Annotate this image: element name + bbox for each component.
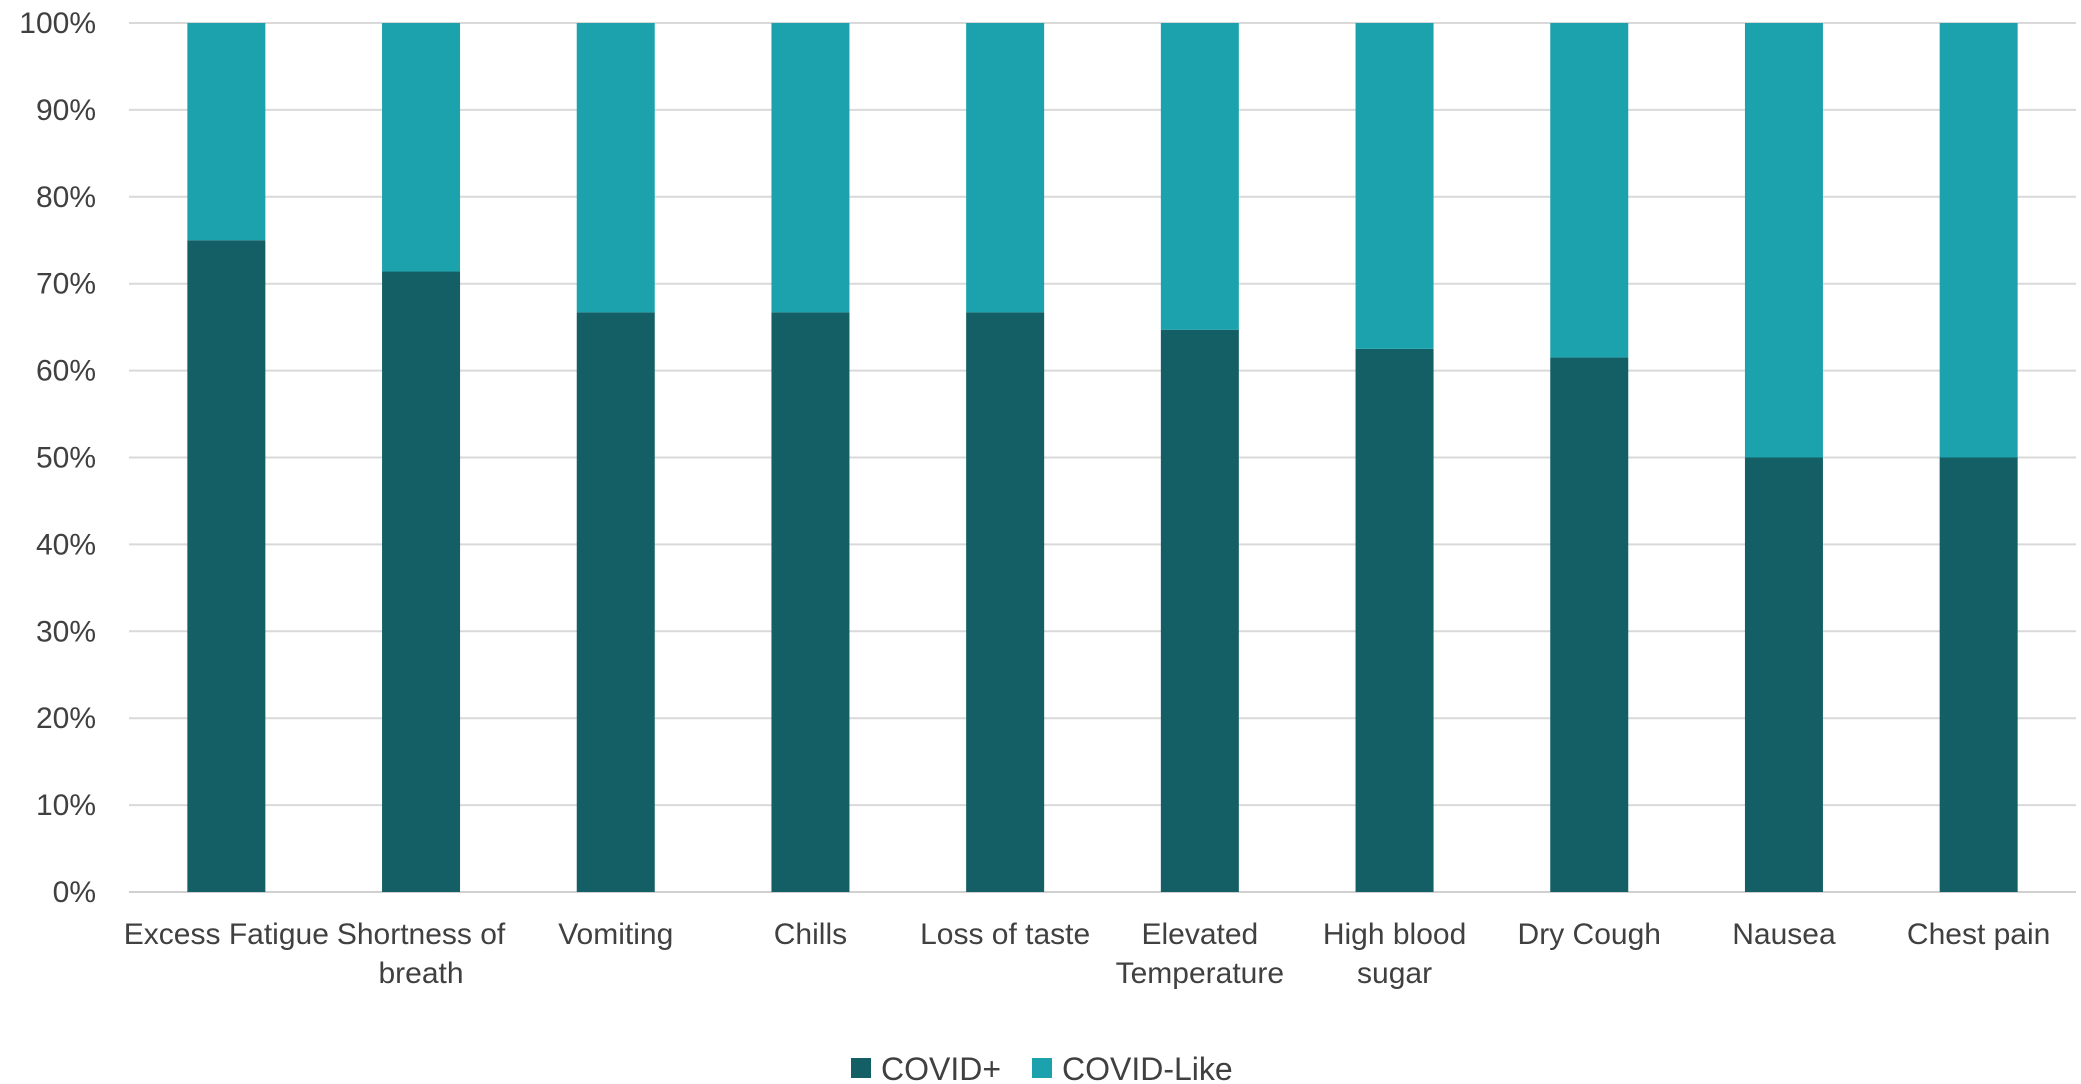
bar-segment-covid-like [1744,23,1823,458]
bar-segment-covid-plus [1160,329,1239,893]
y-tick-label: 20% [36,702,96,735]
bar-segment-covid-plus [1939,457,2018,892]
bar-segment-covid-like [576,23,655,313]
bar-segment-covid-plus [966,312,1045,892]
legend-label: COVID+ [881,1051,1001,1084]
bars [187,23,2018,893]
x-category-label: Chills [774,918,847,951]
y-tick-label: 60% [36,355,96,388]
legend-swatch [851,1058,871,1078]
legend: COVID+ COVID-Like [851,1051,1233,1084]
legend-swatch [1032,1058,1052,1078]
y-tick-label: 100% [19,7,96,40]
y-tick-label: 70% [36,268,96,301]
y-axis-tick-labels: 0% 10% 20% 30% 40% 50% 60% 70% 80% 90% 100% [19,7,96,909]
bar-segment-covid-plus [187,240,266,892]
x-category-label: breath [379,957,464,990]
bar-segment-covid-plus [576,312,655,892]
bar-segment-covid-like [771,23,850,313]
y-tick-label: 10% [36,789,96,822]
x-axis-category-labels: Excess Fatigue Shortness of breath Vomiting… [124,918,2051,990]
bar-segment-covid-like [187,23,266,241]
y-tick-label: 90% [36,94,96,127]
bar-segment-covid-plus [1355,348,1434,892]
y-tick-label: 40% [36,528,96,561]
bar-segment-covid-plus [771,312,850,892]
x-category-label: sugar [1357,957,1432,990]
y-tick-label: 30% [36,615,96,648]
bar-segment-covid-like [1550,23,1629,358]
x-category-label: High blood [1323,918,1466,951]
x-category-label: Shortness of [337,918,506,951]
bar-segment-covid-like [382,23,461,272]
y-tick-label: 0% [53,876,96,909]
x-category-label: Excess Fatigue [124,918,329,951]
x-category-label: Loss of taste [920,918,1090,951]
bar-segment-covid-plus [1550,357,1629,892]
y-tick-label: 80% [36,181,96,214]
bar-segment-covid-like [1160,23,1239,330]
x-category-label: Dry Cough [1518,918,1661,951]
x-category-label: Elevated [1141,918,1258,951]
bar-segment-covid-like [1355,23,1434,349]
bar-segment-covid-like [1939,23,2018,458]
y-tick-label: 50% [36,442,96,475]
legend-label: COVID-Like [1062,1051,1233,1084]
bar-segment-covid-like [966,23,1045,313]
bar-segment-covid-plus [1744,457,1823,892]
x-category-label: Chest pain [1907,918,2050,951]
x-category-label: Temperature [1116,957,1284,990]
x-category-label: Nausea [1732,918,1836,951]
x-category-label: Vomiting [558,918,673,951]
bar-segment-covid-plus [382,271,461,892]
